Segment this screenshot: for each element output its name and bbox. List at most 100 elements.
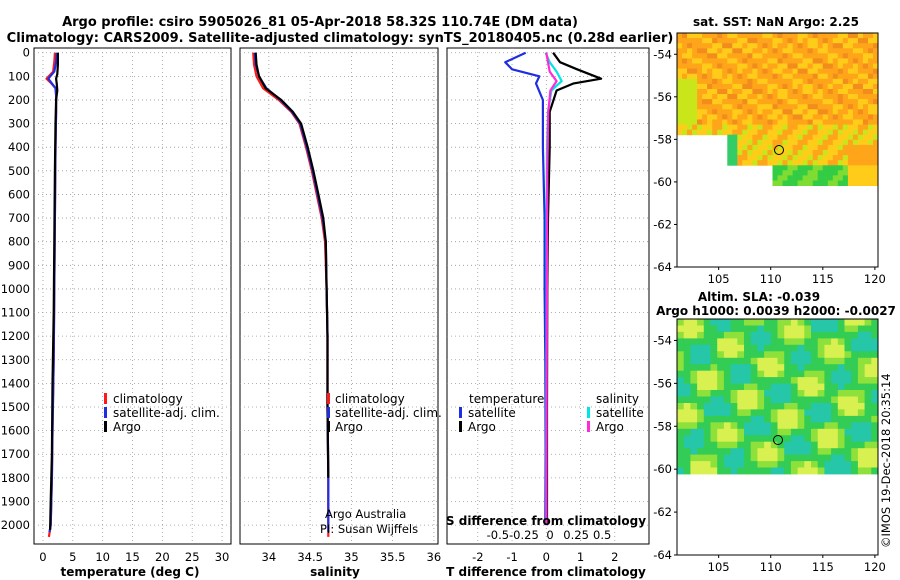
legend3-salinity-heading: salinity [596, 392, 639, 406]
sst-cell [797, 134, 803, 141]
sst-cell [782, 180, 788, 186]
sst-cell [707, 104, 713, 110]
sla-cell [730, 461, 738, 468]
sla-cell [677, 448, 685, 456]
legend-satellite-swatch [104, 407, 107, 418]
sla-cell [777, 428, 785, 436]
sst-cell [822, 170, 829, 176]
sst-cell [707, 99, 713, 105]
sla-cell [804, 351, 812, 359]
depth-tick-label: 100 [8, 69, 30, 83]
sla-cell [871, 467, 879, 475]
sst-cell [857, 170, 864, 176]
sst-cell [757, 63, 763, 69]
sst-cell [802, 134, 808, 141]
sst-cell [857, 165, 864, 171]
sla-cell [777, 422, 785, 430]
sst-cell [697, 58, 703, 64]
sla-cell [831, 396, 839, 404]
sst-cell [837, 58, 844, 64]
sla-cell [750, 351, 758, 359]
sst-cell [727, 160, 733, 166]
temperature-axis-label: temperature (deg C) [61, 565, 200, 579]
sla-cell [757, 454, 765, 462]
series-line-argo [254, 52, 330, 478]
credit-line-1: Argo Australia [325, 507, 406, 521]
sst-cell [827, 43, 834, 49]
sla-cell [690, 422, 698, 430]
sst-cell [742, 144, 748, 151]
sst-cell [792, 78, 798, 85]
sla-cell [831, 331, 839, 339]
sst-cell [762, 139, 768, 146]
sst-cell [827, 160, 834, 166]
sst-cell [862, 155, 869, 161]
sla-cell [817, 441, 825, 449]
sst-cell [797, 175, 803, 181]
sla-cell [764, 344, 772, 352]
sla-cell [790, 325, 798, 333]
sst-cell [857, 89, 864, 95]
sla-cell [811, 422, 819, 430]
sst-cell [832, 38, 839, 44]
sst-cell [767, 94, 773, 100]
sst-cell [792, 144, 798, 151]
sla-cell [817, 331, 825, 339]
sla-cell [797, 370, 805, 378]
sst-cell [682, 83, 688, 90]
sst-cell [827, 104, 834, 110]
sst-cell [852, 175, 859, 181]
sla-cell [790, 441, 798, 449]
sst-cell [767, 48, 773, 54]
sla-cell [770, 338, 778, 346]
sst-cell [837, 114, 844, 120]
sst-cell [842, 150, 849, 156]
sst-cell [852, 78, 859, 85]
sst-cell [707, 89, 713, 95]
sst-cell [817, 144, 824, 151]
sst-cell [737, 114, 743, 120]
sla-cell [710, 325, 718, 333]
sst-cell [827, 129, 834, 136]
sst-cell [767, 150, 773, 156]
sla-cell [730, 415, 738, 423]
sst-cell [812, 94, 819, 100]
sla-cell [764, 370, 772, 378]
legend2-satellite-label: satellite-adj. clim. [335, 406, 442, 420]
sst-cell [767, 155, 773, 161]
sla-cell [784, 441, 792, 449]
sst-cell [677, 78, 683, 85]
sla-cell [851, 415, 859, 423]
sla-cell [703, 344, 711, 352]
sst-cell [707, 58, 713, 64]
sst-cell [712, 124, 718, 131]
sla-cell [851, 448, 859, 456]
sla-cell [690, 344, 698, 352]
sla-cell [730, 435, 738, 443]
sst-cell [868, 150, 874, 156]
sst-cell [827, 109, 834, 115]
sla-cell [851, 461, 859, 468]
sla-cell [804, 454, 812, 462]
sla-cell [864, 396, 872, 404]
sst-cell [747, 114, 753, 120]
sst-cell [847, 94, 854, 100]
sla-cell [697, 319, 705, 326]
sst-cell [727, 104, 733, 110]
sst-cell [712, 53, 718, 59]
sla-cell [831, 409, 839, 417]
sla-cell [750, 428, 758, 436]
sla-cell [703, 325, 711, 333]
sst-cell [782, 155, 788, 161]
sst-cell [777, 144, 783, 151]
sst-cell [852, 129, 859, 136]
difference-axis-label: T difference from climatology [446, 565, 646, 579]
sla-cell [837, 357, 845, 365]
sla-cell [804, 325, 812, 333]
sst-cell [692, 119, 698, 125]
sla-cell [770, 403, 778, 410]
sst-cell [787, 124, 793, 131]
sst-cell [832, 119, 839, 125]
sla-cell [717, 338, 725, 346]
